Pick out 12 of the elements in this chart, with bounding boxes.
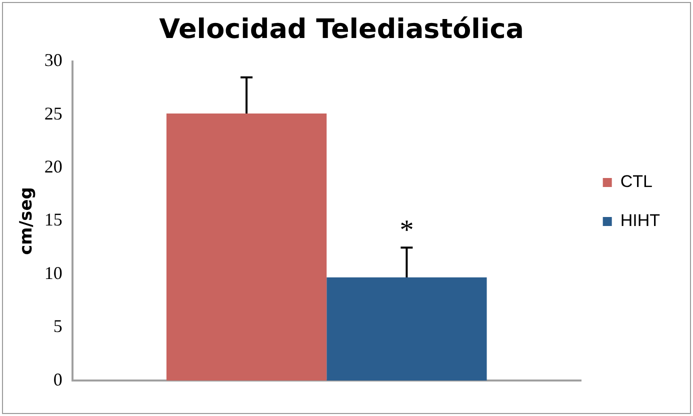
annotation: * bbox=[400, 214, 414, 246]
legend-label: HIHT bbox=[620, 211, 660, 230]
y-tick-label: 10 bbox=[44, 262, 62, 283]
y-tick-label: 20 bbox=[44, 156, 62, 177]
y-tick-label: 25 bbox=[44, 103, 62, 124]
y-axis-title: cm/seg bbox=[16, 187, 37, 255]
y-tick-label: 15 bbox=[44, 210, 62, 230]
y-tick-label: 0 bbox=[53, 369, 62, 390]
y-tick-label: 5 bbox=[53, 316, 62, 336]
legend-label: CTL bbox=[620, 172, 652, 192]
y-tick-label: 30 bbox=[44, 50, 62, 70]
chart-title: Velocidad Telediastólica bbox=[159, 14, 524, 46]
